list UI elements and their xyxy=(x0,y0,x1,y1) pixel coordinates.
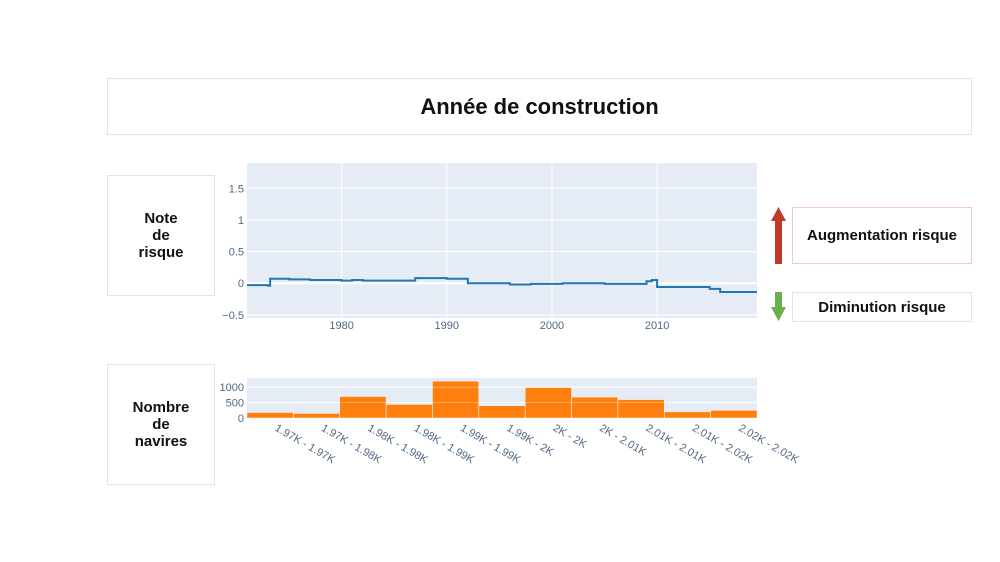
decrease-risk-legend: Diminution risque xyxy=(792,292,972,322)
risk-x-tick-0: 1980 xyxy=(329,320,353,332)
risk-y-tick-2: 0.5 xyxy=(229,247,244,259)
title-box: Année de construction xyxy=(107,78,972,135)
count-y-tick-2: 1000 xyxy=(220,382,244,394)
count-bar-10 xyxy=(710,410,758,419)
decrease-arrow-icon xyxy=(771,307,786,321)
count-bar-8 xyxy=(617,399,665,419)
risk-y-tick-3: 1 xyxy=(238,215,244,227)
decrease-risk-label: Diminution risque xyxy=(818,298,946,316)
risk-series-line xyxy=(247,277,757,294)
increase-arrow-shaft xyxy=(775,218,782,264)
risk-score-label: Note de risque xyxy=(107,175,215,296)
page-title: Année de construction xyxy=(420,93,659,119)
increase-arrow-icon xyxy=(771,207,786,221)
ship-count-label: Nombre de navires xyxy=(107,364,215,485)
risk-y-tick-1: 0 xyxy=(238,278,244,290)
risk-plot-area xyxy=(247,163,757,318)
decrease-arrow-shaft xyxy=(775,292,782,308)
increase-risk-legend: Augmentation risque xyxy=(792,207,972,264)
risk-y-tick-4: 1.5 xyxy=(229,183,244,195)
risk-x-tick-2: 2000 xyxy=(540,320,564,332)
count-y-tick-1: 500 xyxy=(226,398,244,410)
risk-y-tick-0: −0.5 xyxy=(222,310,244,322)
count-y-tick-0: 0 xyxy=(238,413,244,425)
risk-x-tick-3: 2010 xyxy=(645,320,669,332)
risk-x-tick-1: 1990 xyxy=(435,320,459,332)
increase-risk-label: Augmentation risque xyxy=(806,227,957,244)
